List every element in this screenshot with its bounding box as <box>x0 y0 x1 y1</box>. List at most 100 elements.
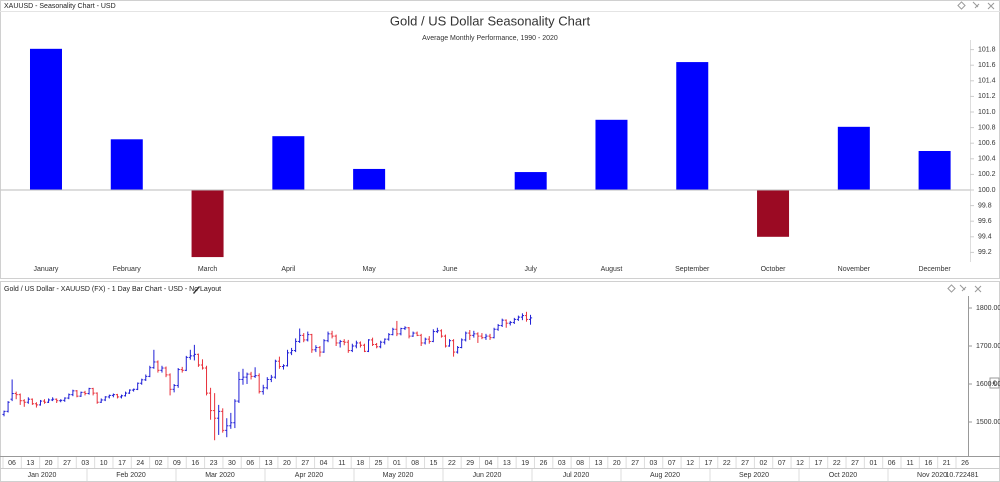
x-tick-label: 26 <box>961 460 969 467</box>
x-tick-label: 25 <box>375 460 383 467</box>
x-tick-label: 27 <box>851 460 859 467</box>
month-label: Jan 2020 <box>28 472 57 479</box>
x-tick-label: 15 <box>430 460 438 467</box>
x-tick-label: 22 <box>833 460 841 467</box>
y-tick-label: 100.6 <box>978 140 996 147</box>
x-tick-label: 13 <box>265 460 273 467</box>
close-button[interactable] <box>987 2 995 10</box>
bar <box>757 190 790 237</box>
x-tick-label: April <box>281 266 295 273</box>
x-tick-label: October <box>761 266 787 273</box>
x-tick-label: 29 <box>466 460 474 467</box>
y-tick-label: 101.4 <box>978 78 996 85</box>
y-tick-label: 1700.00 <box>976 343 1000 350</box>
x-tick-label: 27 <box>631 460 639 467</box>
x-tick-label: 16 <box>191 460 199 467</box>
month-label: Feb 2020 <box>116 472 146 479</box>
x-tick-label: 02 <box>760 460 768 467</box>
x-tick-label: 13 <box>503 460 511 467</box>
y-tick-label: 101.0 <box>978 109 996 116</box>
x-tick-label: 17 <box>705 460 713 467</box>
bar <box>272 136 305 190</box>
x-tick-label: 30 <box>228 460 236 467</box>
pin-button[interactable] <box>959 284 967 292</box>
x-tick-label: 19 <box>521 460 529 467</box>
x-tick-label: 11 <box>338 460 345 467</box>
x-tick-label: July <box>524 266 537 273</box>
month-label: Jun 2020 <box>473 472 502 479</box>
x-tick-label: January <box>34 266 59 273</box>
x-tick-label: 02 <box>155 460 163 467</box>
month-label: May 2020 <box>383 472 414 479</box>
x-tick-label: 20 <box>283 460 291 467</box>
y-tick-label: 99.2 <box>978 249 992 256</box>
x-tick-label: 03 <box>81 460 89 467</box>
month-label: Jul 2020 <box>563 472 590 479</box>
maximize-button[interactable] <box>947 284 956 293</box>
x-tick-label: 01 <box>869 460 877 467</box>
x-tick-label: 17 <box>814 460 822 467</box>
x-tick-label: 27 <box>63 460 71 467</box>
x-tick-label: 04 <box>485 460 493 467</box>
bar <box>676 62 709 190</box>
y-tick-label: 1800.00 <box>976 305 1000 312</box>
panel-title: XAUUSD - Seasonality Chart - USD <box>4 3 116 10</box>
x-tick-label: 08 <box>576 460 584 467</box>
bar <box>918 151 951 190</box>
x-tick-label: 22 <box>448 460 456 467</box>
pin-button[interactable] <box>972 1 980 9</box>
x-tick-label: 11 <box>906 460 913 467</box>
month-label: Sep 2020 <box>739 472 769 479</box>
y-tick-label: 99.8 <box>978 202 992 209</box>
month-label: Aug 2020 <box>650 472 680 479</box>
x-tick-label: 09 <box>173 460 181 467</box>
x-tick-label: 07 <box>778 460 786 467</box>
x-tick-label: 21 <box>943 460 951 467</box>
bar <box>29 48 62 190</box>
bar <box>353 168 386 190</box>
currency-badge <box>989 377 1000 389</box>
y-tick-label: 1600.00 <box>976 381 1000 388</box>
y-tick-label: 1500.00 <box>976 419 1000 426</box>
y-tick-label: 99.6 <box>978 218 992 225</box>
x-tick-label: 22 <box>723 460 731 467</box>
chart-title: Gold / US Dollar Seasonality Chart <box>390 13 591 28</box>
x-tick-label: August <box>601 266 623 273</box>
x-tick-label: March <box>198 266 218 273</box>
y-tick-label: 100.2 <box>978 171 996 178</box>
x-tick-label: December <box>918 266 951 273</box>
x-tick-label: 06 <box>8 460 16 467</box>
x-tick-label: November <box>838 266 871 273</box>
bar <box>837 126 870 190</box>
x-tick-label: 23 <box>210 460 218 467</box>
x-tick-label: 20 <box>45 460 53 467</box>
x-tick-label: June <box>442 266 457 273</box>
y-tick-label: 100.4 <box>978 156 996 163</box>
maximize-button[interactable] <box>957 1 966 10</box>
x-tick-label: February <box>113 266 142 273</box>
x-tick-label: 03 <box>650 460 658 467</box>
x-tick-label: 27 <box>741 460 749 467</box>
bar <box>110 139 143 190</box>
x-tick-label: 13 <box>595 460 603 467</box>
currency-marker: € <box>993 380 997 387</box>
month-label: Mar 2020 <box>205 472 235 479</box>
close-button[interactable] <box>974 285 982 293</box>
bar <box>191 190 224 258</box>
status-value: 10.722481 <box>945 472 978 479</box>
x-tick-label: 06 <box>246 460 254 467</box>
y-tick-label: 99.4 <box>978 234 992 241</box>
y-tick-label: 101.8 <box>978 46 996 53</box>
edit-button[interactable] <box>193 286 200 294</box>
x-tick-label: 10 <box>100 460 108 467</box>
x-tick-label: 12 <box>686 460 694 467</box>
x-tick-label: May <box>363 266 377 273</box>
y-tick-label: 100.0 <box>978 187 996 194</box>
y-tick-label: 101.6 <box>978 62 996 69</box>
x-tick-label: 27 <box>301 460 309 467</box>
month-label: Nov 2020 <box>917 472 947 479</box>
x-tick-label: 16 <box>924 460 932 467</box>
panel-title: Gold / US Dollar - XAUUSD (FX) - 1 Day B… <box>4 286 221 293</box>
